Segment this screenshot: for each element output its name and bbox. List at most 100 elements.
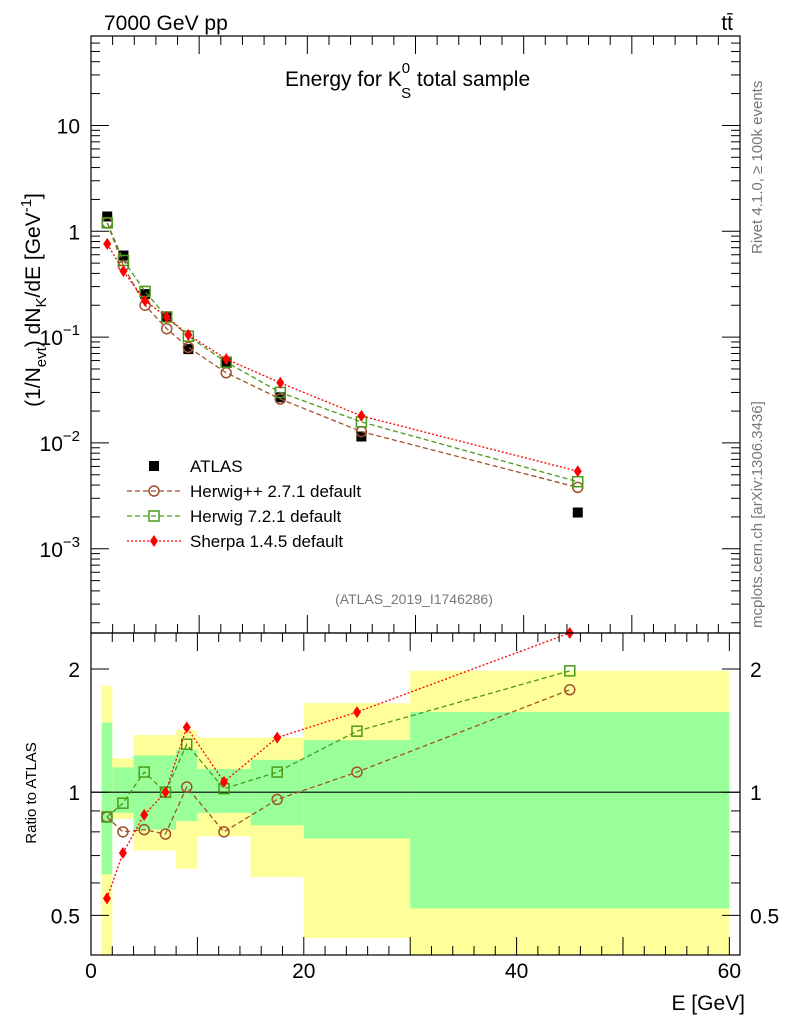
main-line-3	[106, 243, 578, 472]
ratio-y-tick-label-0: 2	[68, 659, 80, 682]
main-point-1-4	[182, 341, 195, 354]
main-series-1	[101, 217, 584, 494]
main-point-3-8	[573, 465, 582, 478]
ratio-panel-series	[101, 627, 576, 905]
ratio-point-0-6	[271, 793, 283, 806]
main-point-0-0	[102, 211, 113, 222]
main-y-tick-label-4: 10−3	[40, 534, 80, 562]
ratio-point-2-3	[161, 786, 170, 799]
ratio-point-2-2	[140, 808, 149, 821]
band-green-4	[176, 749, 198, 822]
ratio-point-1-8	[564, 665, 576, 677]
title-text-pre: Energy for K	[285, 68, 402, 91]
main-y-tick-label-1: 1	[68, 221, 80, 244]
ratio-point-0-1	[117, 826, 129, 838]
main-y-tick-label-2: 10−1	[40, 322, 80, 350]
ratio-point-1-7	[351, 725, 363, 737]
legend-label-3: Sherpa 1.4.5 default	[190, 532, 343, 551]
main-point-0-2	[140, 289, 151, 300]
x-axis-label: E [GeV]	[671, 992, 745, 1015]
main-series-0	[102, 211, 583, 518]
header-process-label: tt̄	[721, 12, 733, 35]
band-green-8	[410, 712, 730, 909]
x-tick-label-2: 40	[505, 960, 528, 983]
ratio-y-axis-label: Ratio to ATLAS	[23, 742, 40, 843]
legend-entry-2: Herwig 7.2.1 default	[127, 507, 341, 526]
band-green-7	[303, 740, 411, 839]
ratio-point-0-2	[138, 823, 150, 836]
ratio-point-1-2	[138, 766, 150, 778]
legend-label-1: Herwig++ 2.7.1 default	[190, 482, 361, 501]
main-point-3-5	[222, 353, 231, 366]
ratio-series-2	[102, 627, 574, 905]
ratio-point-0-7	[351, 766, 363, 778]
main-point-3-2	[141, 294, 150, 307]
legend: ATLAS Herwig++ 2.7.1 default Herwig 7.2.1 …	[127, 457, 361, 551]
main-point-3-4	[184, 328, 193, 341]
main-line-1	[106, 222, 578, 489]
ratio-line-1	[106, 670, 570, 818]
legend-entry-0: ATLAS	[149, 457, 243, 476]
ratio-point-2-5	[219, 775, 228, 788]
main-point-0-4	[183, 344, 194, 355]
ratio-point-2-6	[273, 731, 282, 744]
ratio-point-1-0	[101, 811, 113, 823]
main-series-2	[101, 217, 584, 488]
band-green-1	[112, 767, 134, 813]
main-series-3	[103, 237, 582, 478]
ratio-point-0-8	[564, 684, 576, 696]
ratio-point-1-6	[271, 766, 283, 778]
x-tick-label-0: 0	[85, 960, 97, 983]
legend-marker-1	[148, 485, 160, 497]
main-y-axis-label: (1/Nevt) dNK/dE [GeV-1]	[18, 193, 50, 407]
ratio-point-2-1	[118, 847, 127, 860]
rivet-version-label: Rivet 4.1.0, ≥ 100k events	[749, 81, 766, 254]
main-point-3-7	[357, 409, 366, 422]
main-point-3-3	[162, 310, 171, 323]
ratio-point-0-3	[159, 828, 172, 840]
band-green-0	[101, 722, 113, 875]
legend-entry-1: Herwig++ 2.7.1 default	[127, 482, 361, 501]
ratio-point-2-4	[182, 721, 191, 734]
mcplots-citation-label: mcplots.cern.ch [arXiv:1306.3436]	[749, 401, 766, 628]
main-point-3-0	[103, 237, 112, 250]
legend-marker-3	[150, 535, 158, 547]
ratio-y-tick-label-right-2: 0.5	[750, 905, 779, 928]
legend-marker-0	[149, 461, 159, 471]
main-point-3-1	[119, 265, 128, 278]
analysis-id-label: (ATLAS_2019_I1746286)	[335, 591, 493, 607]
ratio-uncertainty-bands	[91, 670, 740, 955]
ratio-point-2-7	[352, 706, 361, 719]
ratio-point-2-0	[102, 892, 111, 905]
ratio-line-0	[106, 689, 571, 835]
main-plot-title: Energy for K0 S total sample	[285, 60, 530, 102]
main-point-2-0	[101, 217, 113, 229]
ratio-y-tick-label-right-1: 1	[750, 782, 762, 805]
x-tick-label-1: 20	[292, 960, 315, 983]
legend-marker-2	[148, 510, 160, 522]
main-point-1-6	[274, 393, 287, 405]
main-panel-series	[101, 211, 584, 518]
legend-label-2: Herwig 7.2.1 default	[190, 507, 341, 526]
main-point-1-3	[160, 322, 173, 335]
main-y-tick-label-0: 10	[57, 115, 80, 138]
legend-entry-3: Sherpa 1.4.5 default	[127, 532, 343, 551]
main-line-2	[106, 222, 578, 483]
band-green-5	[197, 768, 251, 813]
x-tick-label-3: 60	[718, 960, 741, 983]
ratio-point-0-4	[181, 781, 193, 793]
title-subscript: S	[401, 85, 411, 102]
ratio-y-tick-label-right-0: 2	[750, 659, 762, 682]
legend-label-0: ATLAS	[190, 457, 243, 476]
main-point-3-6	[276, 376, 285, 389]
main-y-tick-label-3: 10−2	[40, 428, 80, 456]
ratio-point-1-1	[117, 797, 129, 809]
ratio-y-tick-label-1: 1	[68, 782, 80, 805]
ratio-y-tick-label-2: 0.5	[51, 905, 80, 928]
header-energy-label: 7000 GeV pp	[104, 12, 228, 35]
title-text-post: total sample	[411, 68, 530, 91]
ratio-point-0-5	[218, 826, 230, 838]
axes: 10 1 10−1 10−2 10−3 0 20 40 60 2 2 1 1 0.5 0.5	[40, 35, 779, 983]
main-point-0-8	[572, 507, 583, 518]
